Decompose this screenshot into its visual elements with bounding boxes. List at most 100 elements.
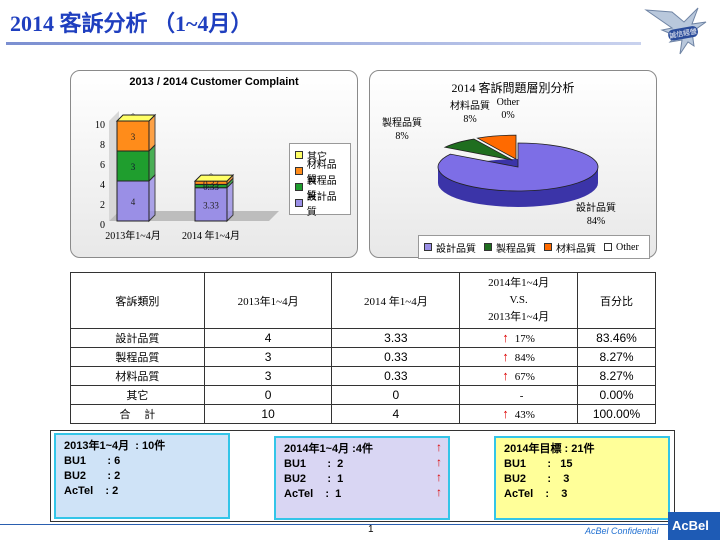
bar-data-label: 0.33 [203, 182, 219, 192]
table-row: 其它 0 0-0.00% [70, 385, 656, 405]
vs-value: 17% [514, 333, 535, 345]
value-2014-cell: 0.33 [331, 347, 461, 367]
category-cell: 其它 [70, 385, 205, 405]
footer-divider [0, 524, 680, 525]
percent-cell: 8.27% [577, 347, 656, 367]
complaint-table: 客訴類別 2013年1~4月 2014 年1~4月 2014年1~4月 V.S.… [70, 272, 656, 424]
legend-item-material: 材料品質 [544, 239, 596, 255]
confidential-label: AcBel Confidential [585, 526, 659, 536]
page-number: 1 [368, 524, 374, 535]
up-arrow-icon: ↑ [502, 368, 509, 383]
pie-label-design-pct: 84% [587, 216, 605, 227]
value-2013-cell: 0 [203, 385, 333, 405]
legend-swatch [424, 243, 432, 251]
category-cell: 設計品質 [70, 328, 205, 348]
legend-swatch [484, 243, 492, 251]
vs-value: - [519, 390, 524, 402]
pie-chart-panel: 2014 客訴問題層別分析 材料品質 8% Other 0% 製程品質 8% 設… [369, 70, 657, 259]
summary-box-target: 2014年目標 : 21件 BU1 : 15 BU2 : 3 AcTel : 3 [494, 436, 670, 520]
value-2013-cell: 10 [203, 404, 333, 424]
bar-data-label: 3 [131, 132, 136, 142]
percent-cell: 0.00% [577, 385, 656, 405]
legend-swatch [295, 183, 303, 191]
table-row: 材料品質 3 0.33 ↑ 67% 8.27% [70, 366, 656, 386]
vs-value: 43% [514, 409, 535, 421]
vs-cell: ↑ 67% [459, 366, 579, 386]
table-row: 製程品質 3 0.33 ↑ 84% 8.27% [70, 347, 656, 367]
page-title: 2014 客訴分析 （1~4月） [10, 11, 253, 36]
legend-item-process: 製程品質 [484, 239, 536, 255]
pie-legend: 設計品質 製程品質 材料品質 Other [418, 235, 650, 259]
pie-label-other-pct: 0% [501, 110, 514, 121]
col-header-vs: 2014年1~4月 V.S. 2013年1~4月 [459, 272, 579, 329]
vs-value: 84% [514, 352, 535, 364]
y-tick: 8 [100, 140, 105, 151]
percent-cell: 8.27% [577, 366, 656, 386]
pie-slice [476, 134, 517, 160]
table-row: 設計品質 4 3.33 ↑ 17% 83.46% [70, 328, 656, 348]
bar-legend: 其它 材料品質 製程品質 設計品質 [289, 143, 351, 218]
vs-cell: - [459, 385, 579, 405]
pie-slice [437, 142, 599, 192]
col-header-2013: 2013年1~4月 [203, 272, 333, 329]
value-2013-cell: 3 [203, 347, 333, 367]
vs-cell: ↑ 17% [459, 328, 579, 348]
x-tick-2014: 2014 年1~4月 [182, 229, 240, 242]
category-cell: 合 計 [70, 404, 205, 424]
value-2014-cell: 4 [331, 404, 461, 424]
up-arrow-icon: ↑ [502, 330, 509, 345]
pie-chart: 材料品質 8% Other 0% 製程品質 8% 設計品質 84% [382, 97, 616, 227]
y-tick: 2 [100, 200, 105, 211]
bar-segment-side [148, 173, 156, 223]
summary-box-2013: 2013年1~4月 : 10件 BU1 : 6 BU2 : 2 AcTel : … [54, 433, 230, 519]
vs-cell: ↑ 84% [459, 347, 579, 367]
y-tick: 6 [100, 160, 105, 171]
percent-cell: 83.46% [577, 328, 656, 348]
value-2013-cell: 3 [203, 366, 333, 386]
pie-chart-title: 2014 客訴問題層別分析 [451, 81, 575, 95]
legend-item-other: 其它 [295, 147, 345, 163]
value-2014-cell: 3.33 [331, 328, 461, 348]
bar-data-label: 3 [131, 162, 136, 172]
y-tick: 4 [100, 180, 105, 191]
bar-chart: 10 8 6 4 2 0 43303.330.330.330 2013年1~4月… [95, 111, 279, 242]
vs-value: 67% [514, 371, 535, 383]
legend-item-process: 製程品質 [295, 176, 345, 202]
up-arrow-icon: ↑ [502, 406, 509, 421]
legend-swatch [544, 243, 552, 251]
eagle-logo-icon: 誠信經營 [644, 7, 707, 55]
y-tick: 0 [100, 220, 105, 231]
up-arrow-icons: ↑ ↑ ↑ ↑ [436, 440, 442, 499]
legend-item-design: 設計品質 [424, 239, 476, 255]
pie-label-material: 材料品質 [450, 99, 490, 112]
legend-item-design: 設計品質 [295, 192, 345, 218]
pie-label-process: 製程品質 [382, 116, 422, 129]
legend-item-other: Other [604, 239, 639, 255]
table-row: 合 計 10 4 ↑ 43% 100.00% [70, 404, 656, 424]
y-tick: 10 [95, 120, 105, 131]
bar-top-cap [115, 114, 157, 122]
bar-data-label: 4 [131, 197, 136, 207]
category-cell: 材料品質 [70, 366, 205, 386]
percent-cell: 100.00% [577, 404, 656, 424]
legend-swatch [295, 167, 303, 175]
col-header-2014: 2014 年1~4月 [331, 272, 461, 329]
title-divider [6, 42, 641, 45]
col-header-category: 客訴類別 [70, 272, 205, 329]
legend-swatch [295, 151, 303, 159]
pie-label-design: 設計品質 [576, 201, 616, 214]
summary-frame [50, 430, 675, 522]
table-header-row: 客訴類別 2013年1~4月 2014 年1~4月 2014年1~4月 V.S.… [70, 272, 656, 329]
bar-chart-panel: 2013 / 2014 Customer Complaint 10 8 6 4 … [70, 70, 358, 258]
legend-item-material: 材料品質 [295, 160, 345, 186]
pie-label-other: Other [497, 97, 520, 108]
value-2013-cell: 4 [203, 328, 333, 348]
bar-data-label: 3.33 [203, 200, 219, 210]
legend-swatch [295, 199, 303, 207]
col-header-percent: 百分比 [577, 272, 656, 329]
bar-segment-side [226, 180, 234, 223]
vs-cell: ↑ 43% [459, 404, 579, 424]
bar-top-cap [193, 174, 235, 182]
pie-label-material-pct: 8% [463, 114, 476, 125]
bar-data-label: 0.33 [203, 179, 219, 189]
